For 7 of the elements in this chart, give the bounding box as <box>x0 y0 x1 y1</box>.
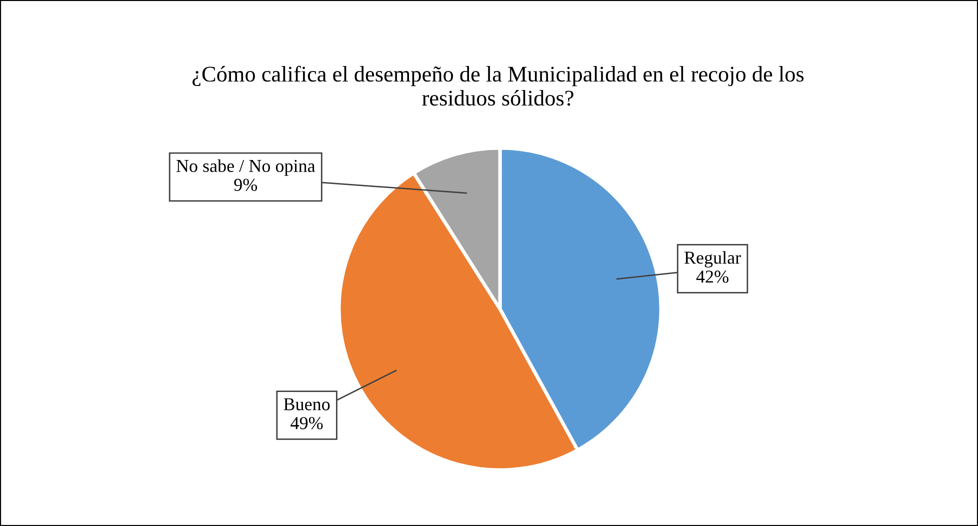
slice-label: Regular <box>684 251 741 268</box>
data-label: 9% <box>234 178 258 191</box>
slice-label: No sabe / No opina <box>176 159 316 176</box>
chart-title: ¿Cómo califica el desempeño de la Municipalidad en el recojo de los residuos sólidos? <box>192 66 804 106</box>
data-label: 49% <box>290 417 323 430</box>
data-label: 42% <box>696 270 728 283</box>
slice-label: Bueno <box>284 398 330 410</box>
